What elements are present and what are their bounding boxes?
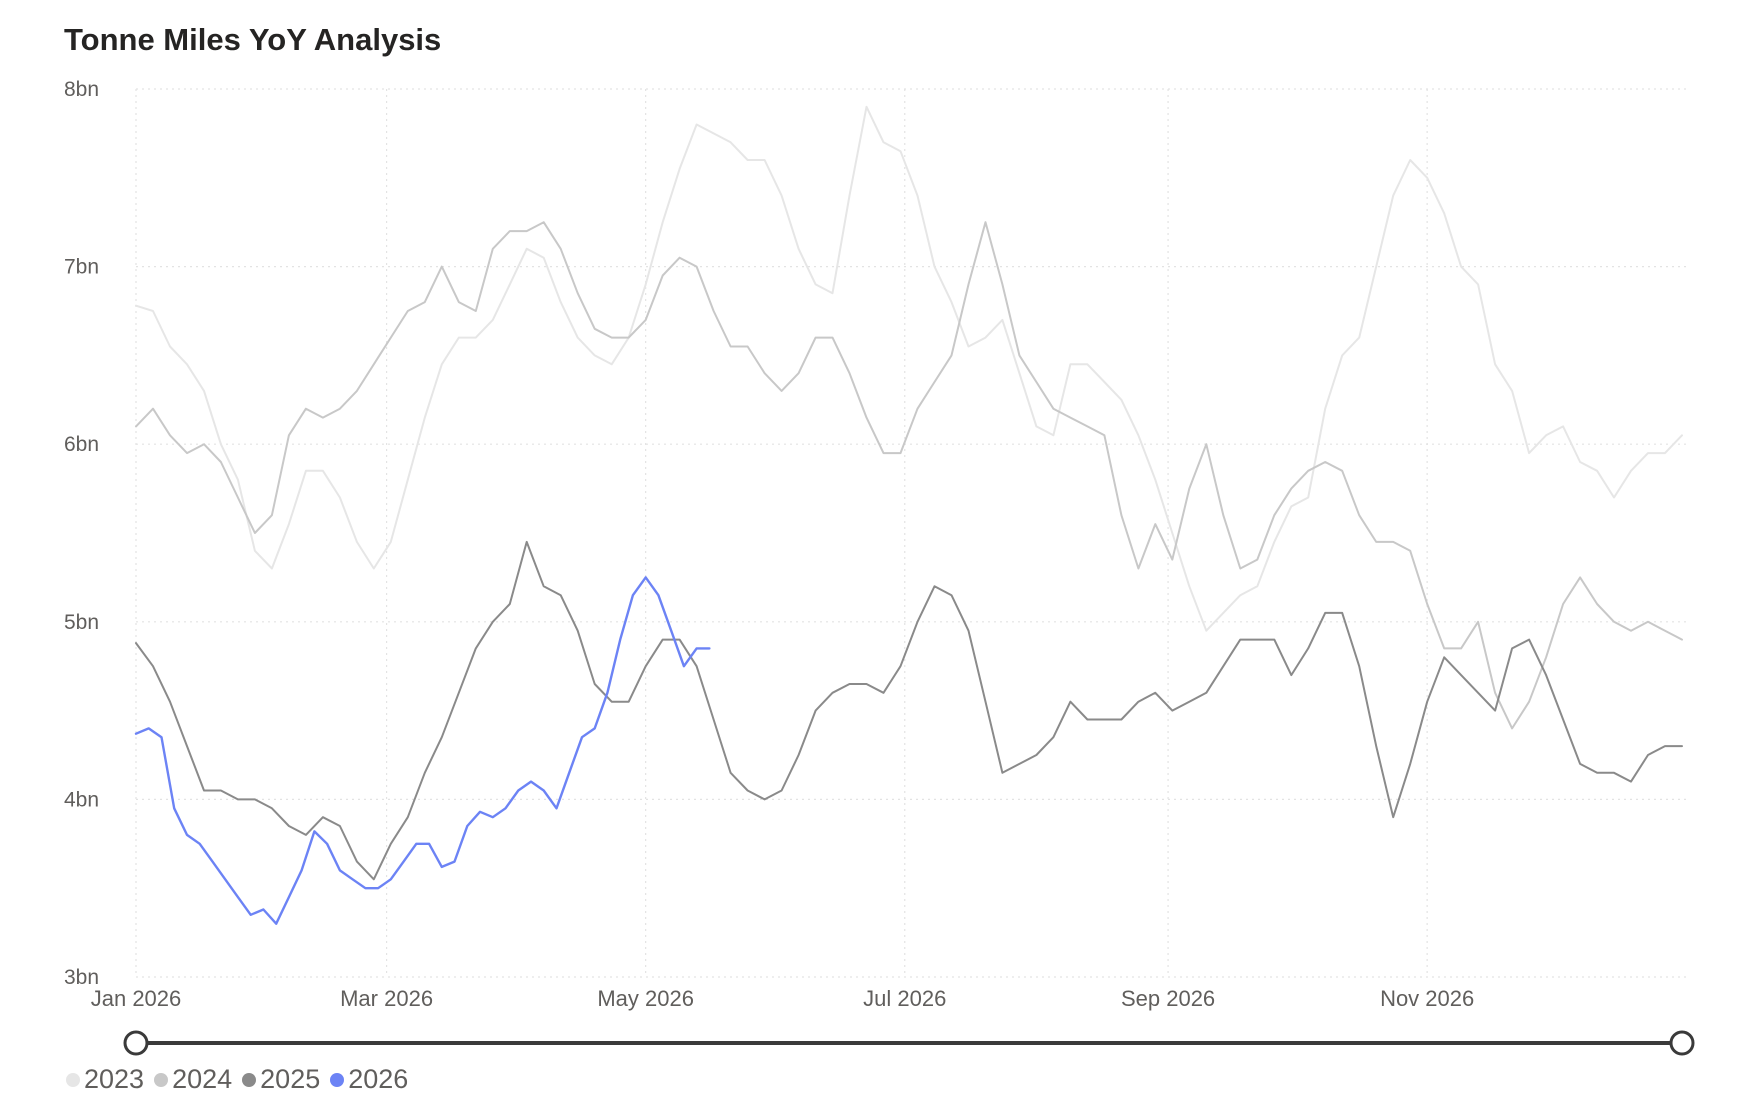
x-tick-label: May 2026 [597, 986, 694, 1011]
slider-end-handle[interactable] [1669, 1030, 1695, 1056]
series-line-2025 [135, 540, 1683, 881]
range-slider[interactable] [123, 1030, 1695, 1056]
y-axis: 3bn 4bn 5bn 6bn 7bn 8bn [64, 78, 99, 989]
legend-label-2025: 2025 [260, 1064, 321, 1094]
x-axis: Jan 2026 Mar 2026 May 2026 Jul 2026 Sep 2026… [91, 986, 1475, 1011]
x-tick-label: Jan 2026 [91, 986, 182, 1011]
legend-label-2024: 2024 [172, 1064, 233, 1094]
legend-item-2026[interactable]: 2026 [330, 1064, 408, 1095]
y-tick-label: 4bn [64, 788, 99, 811]
chart-title: Tonne Miles YoY Analysis [64, 22, 442, 57]
legend-marker-2026 [330, 1072, 345, 1087]
legend-label-2023: 2023 [84, 1064, 145, 1094]
legend-item-2024[interactable]: 2024 [154, 1064, 232, 1095]
legend: 2023 2024 2025 2026 [66, 1064, 408, 1095]
legend-marker-2025 [242, 1072, 257, 1087]
x-tick-label: Mar 2026 [340, 986, 433, 1011]
x-tick-label: Sep 2026 [1121, 986, 1215, 1011]
y-tick-label: 7bn [64, 256, 99, 279]
series-line-2026 [134, 576, 711, 925]
legend-marker-2024 [154, 1072, 169, 1087]
slider-start-handle[interactable] [123, 1030, 149, 1056]
line-chart: 3bn 4bn 5bn 6bn 7bn 8bn Jan 2026 Mar 2026 May 2… [64, 78, 1695, 1056]
legend-marker-2023 [66, 1072, 80, 1087]
series-line-2024 [135, 221, 1683, 730]
y-tick-label: 6bn [64, 433, 99, 456]
legend-item-2023[interactable]: 2023 [66, 1064, 144, 1095]
y-tick-label: 3bn [64, 966, 99, 989]
y-tick-label: 8bn [64, 78, 99, 101]
y-tick-label: 5bn [64, 611, 99, 634]
x-tick-label: Jul 2026 [863, 986, 946, 1011]
legend-label-2026: 2026 [348, 1064, 409, 1094]
grid-lines [135, 88, 1690, 978]
series-lines [134, 105, 1683, 925]
x-tick-label: Nov 2026 [1380, 986, 1474, 1011]
legend-item-2025[interactable]: 2025 [242, 1064, 320, 1095]
series-line-2023 [135, 105, 1683, 632]
